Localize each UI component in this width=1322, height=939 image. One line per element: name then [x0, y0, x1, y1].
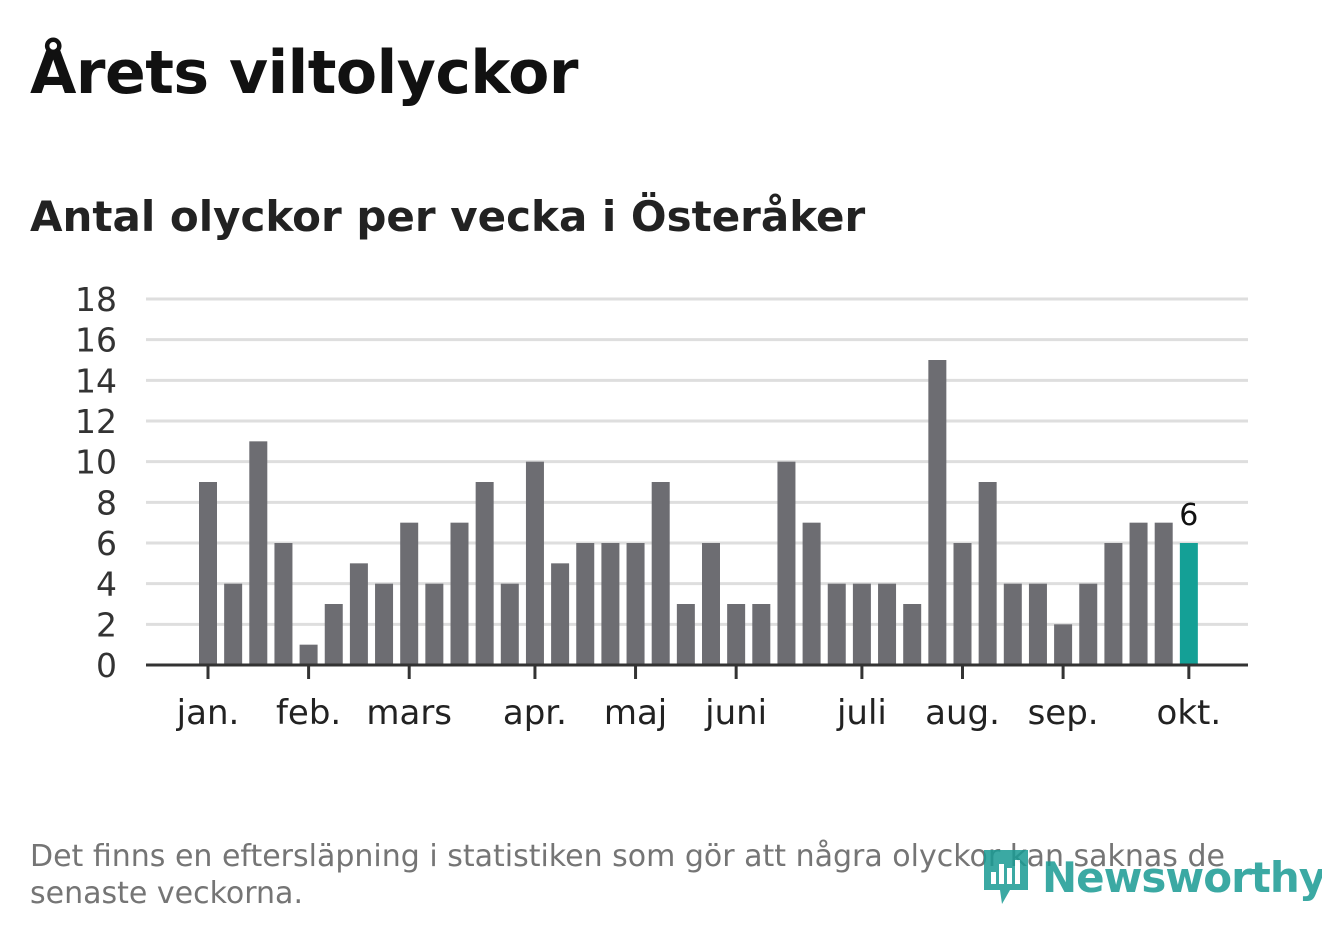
bar [928, 360, 947, 665]
y-tick-label: 10 [75, 443, 117, 482]
y-tick-label: 14 [75, 361, 117, 400]
bar [1003, 583, 1022, 665]
brand-name: Newsworthy [1042, 852, 1322, 902]
bar [978, 482, 997, 665]
x-tick-label: juli [836, 693, 887, 733]
x-tick-label: mars [366, 693, 452, 733]
bar [651, 482, 670, 665]
y-tick-label: 18 [75, 280, 117, 319]
x-tick-label: juni [704, 693, 767, 733]
x-tick-label: jan. [176, 693, 240, 733]
bar [551, 563, 570, 665]
bar [349, 563, 368, 665]
bar [274, 543, 293, 665]
data-labels: 6 [1179, 498, 1198, 533]
x-axis-ticks: jan. feb. mars apr. maj juni juli aug. sep. okt. [176, 665, 1221, 733]
bar [1154, 522, 1173, 665]
chart-subtitle: Antal olyckor per vecka i Österåker [30, 192, 866, 241]
bar [1054, 624, 1073, 665]
bar [1079, 583, 1098, 665]
y-tick-label: 6 [96, 524, 117, 563]
grid-lines [146, 297, 1248, 626]
bar [375, 583, 394, 665]
bar [1104, 543, 1123, 665]
bar [500, 583, 519, 665]
bar [224, 583, 243, 665]
bar [802, 522, 821, 665]
y-tick-label: 0 [96, 646, 117, 685]
newsworthy-logo-icon [984, 850, 1028, 904]
bar-highlight [1179, 543, 1198, 665]
bar [199, 482, 217, 665]
bar [299, 644, 318, 665]
bars [199, 360, 1198, 665]
bar [903, 604, 922, 665]
bar [400, 522, 419, 665]
chart-title: Årets viltolyckor [30, 38, 579, 108]
highlight-data-label: 6 [1179, 498, 1198, 533]
bar [450, 522, 469, 665]
x-tick-label: feb. [276, 693, 341, 733]
bar [878, 583, 897, 665]
y-tick-label: 8 [96, 483, 117, 522]
x-tick-label: maj [604, 693, 667, 733]
bar [752, 604, 771, 665]
bar [702, 543, 720, 665]
y-tick-label: 4 [96, 565, 117, 604]
x-tick-label: aug. [925, 693, 1000, 733]
bar [953, 543, 972, 665]
bar [601, 543, 620, 665]
bar [525, 461, 544, 665]
bar [475, 482, 494, 665]
bar [852, 583, 871, 665]
bar [249, 441, 268, 665]
bar [1129, 522, 1148, 665]
y-tick-label: 2 [96, 605, 117, 644]
bar [425, 583, 444, 665]
bar [626, 543, 645, 665]
bar [576, 543, 595, 665]
bar [676, 604, 695, 665]
x-tick-label: okt. [1157, 693, 1222, 733]
x-tick-label: apr. [503, 693, 567, 733]
y-tick-label: 16 [75, 321, 117, 360]
y-tick-label: 12 [75, 402, 117, 441]
brand-logo: Newsworthy [980, 846, 1322, 908]
bar [324, 604, 343, 665]
bar [1028, 583, 1047, 665]
bar [727, 604, 746, 665]
bar [827, 583, 846, 665]
x-tick-label: sep. [1028, 693, 1099, 733]
bar [777, 461, 796, 665]
